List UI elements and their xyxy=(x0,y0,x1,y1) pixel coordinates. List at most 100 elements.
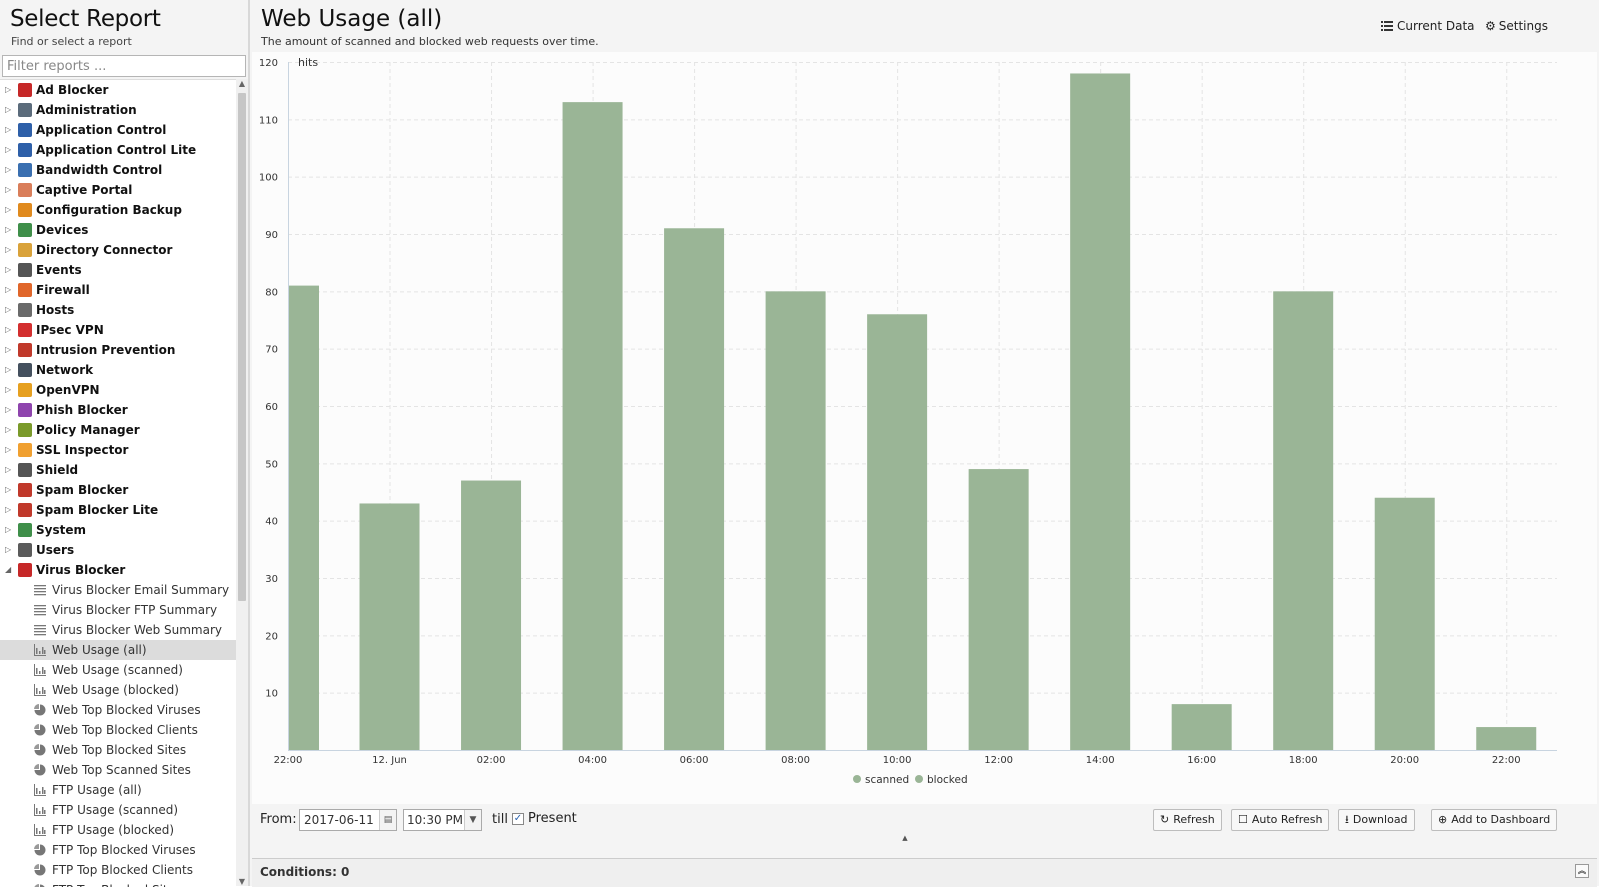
tree-item-phish-blocker[interactable]: ▷ Phish Blocker xyxy=(0,400,236,420)
tree-item-ftp-top-blocked-viruses[interactable]: FTP Top Blocked Viruses xyxy=(0,840,236,860)
tree-item-web-usage-blocked[interactable]: Web Usage (blocked) xyxy=(0,680,236,700)
tree-item-intrusion-prevention[interactable]: ▷ Intrusion Prevention xyxy=(0,340,236,360)
scroll-down-icon[interactable]: ▼ xyxy=(238,877,246,886)
auto-refresh-button[interactable]: ☐ Auto Refresh xyxy=(1231,809,1330,831)
expand-arrow-icon[interactable]: ▷ xyxy=(5,405,12,414)
tree-item-openvpn[interactable]: ▷ OpenVPN xyxy=(0,380,236,400)
expand-arrow-icon[interactable]: ▷ xyxy=(5,345,12,354)
expand-arrow-icon[interactable]: ▷ xyxy=(5,445,12,454)
tree-item-users[interactable]: ▷ Users xyxy=(0,540,236,560)
expand-arrow-icon[interactable]: ▷ xyxy=(5,125,12,134)
present-checkbox[interactable]: ✓ xyxy=(512,813,524,825)
scroll-up-icon[interactable]: ▲ xyxy=(238,79,246,88)
tree-item-directory-connector[interactable]: ▷ Directory Connector xyxy=(0,240,236,260)
expand-arrow-icon[interactable]: ▷ xyxy=(5,505,12,514)
tree-item-virus-blocker[interactable]: ◢ Virus Blocker xyxy=(0,560,236,580)
tree-item-virus-blocker-web-summary[interactable]: Virus Blocker Web Summary xyxy=(0,620,236,640)
legend-label-scanned[interactable]: scanned xyxy=(865,774,909,786)
expand-arrow-icon[interactable]: ▷ xyxy=(5,105,12,114)
expand-arrow-icon[interactable]: ▷ xyxy=(5,85,12,94)
filter-reports-input[interactable] xyxy=(2,55,246,77)
tree-item-virus-blocker-ftp-summary[interactable]: Virus Blocker FTP Summary xyxy=(0,600,236,620)
tree-item-web-top-blocked-viruses[interactable]: Web Top Blocked Viruses xyxy=(0,700,236,720)
expand-arrow-icon[interactable]: ▷ xyxy=(5,165,12,174)
tree-item-ad-blocker[interactable]: ▷ Ad Blocker xyxy=(0,80,236,100)
expand-arrow-icon[interactable]: ▷ xyxy=(5,485,12,494)
tree-item-web-top-scanned-sites[interactable]: Web Top Scanned Sites xyxy=(0,760,236,780)
tree-item-web-usage-scanned[interactable]: Web Usage (scanned) xyxy=(0,660,236,680)
bar-scanned[interactable] xyxy=(1374,497,1435,750)
bar-scanned[interactable] xyxy=(867,314,928,750)
tree-item-bandwidth-control[interactable]: ▷ Bandwidth Control xyxy=(0,160,236,180)
current-data-button[interactable]: Current Data xyxy=(1381,19,1475,33)
tree-item-network[interactable]: ▷ Network xyxy=(0,360,236,380)
legend-marker-scanned[interactable] xyxy=(853,775,861,783)
collapse-arrow-icon[interactable]: ◢ xyxy=(5,565,12,574)
expand-arrow-icon[interactable]: ▷ xyxy=(5,225,12,234)
tree-item-ftp-usage-blocked[interactable]: FTP Usage (blocked) xyxy=(0,820,236,840)
expand-arrow-icon[interactable]: ▷ xyxy=(5,185,12,194)
bar-scanned[interactable] xyxy=(664,228,725,750)
expand-arrow-icon[interactable]: ▷ xyxy=(5,265,12,274)
bar-scanned[interactable] xyxy=(765,291,826,750)
expand-arrow-icon[interactable]: ▷ xyxy=(5,465,12,474)
expand-arrow-icon[interactable]: ▷ xyxy=(5,545,12,554)
expand-arrow-icon[interactable]: ▷ xyxy=(5,205,12,214)
bar-scanned[interactable] xyxy=(1070,73,1131,750)
tree-item-shield[interactable]: ▷ Shield xyxy=(0,460,236,480)
bar-scanned[interactable] xyxy=(1171,704,1232,750)
scrollbar-thumb[interactable] xyxy=(238,93,246,601)
tree-item-captive-portal[interactable]: ▷ Captive Portal xyxy=(0,180,236,200)
tree-item-ftp-usage-all[interactable]: FTP Usage (all) xyxy=(0,780,236,800)
expand-arrow-icon[interactable]: ▷ xyxy=(5,425,12,434)
tree-scrollbar[interactable]: ▲ ▼ xyxy=(236,79,248,886)
tree-item-ipsec-vpn[interactable]: ▷ IPsec VPN xyxy=(0,320,236,340)
tree-item-web-top-blocked-sites[interactable]: Web Top Blocked Sites xyxy=(0,740,236,760)
tree-item-application-control[interactable]: ▷ Application Control xyxy=(0,120,236,140)
refresh-button[interactable]: ↻ Refresh xyxy=(1153,809,1222,831)
tree-item-ftp-usage-scanned[interactable]: FTP Usage (scanned) xyxy=(0,800,236,820)
tree-item-policy-manager[interactable]: ▷ Policy Manager xyxy=(0,420,236,440)
expand-arrow-icon[interactable]: ▷ xyxy=(5,385,12,394)
settings-button[interactable]: ⚙ Settings xyxy=(1485,19,1548,33)
from-date-field[interactable]: 2017-06-11 ▤ xyxy=(299,809,397,831)
bar-scanned[interactable] xyxy=(1476,727,1537,750)
chevron-down-icon[interactable]: ▼ xyxy=(464,810,481,830)
expand-arrow-icon[interactable]: ▷ xyxy=(5,145,12,154)
bar-scanned[interactable] xyxy=(562,102,623,751)
expand-arrow-icon[interactable]: ▷ xyxy=(5,325,12,334)
expand-arrow-icon[interactable]: ▷ xyxy=(5,245,12,254)
tree-item-spam-blocker[interactable]: ▷ Spam Blocker xyxy=(0,480,236,500)
tree-item-configuration-backup[interactable]: ▷ Configuration Backup xyxy=(0,200,236,220)
from-time-select[interactable]: 10:30 PM ▼ xyxy=(403,809,482,831)
tree-item-virus-blocker-email-summary[interactable]: Virus Blocker Email Summary xyxy=(0,580,236,600)
bar-scanned[interactable] xyxy=(1273,291,1334,750)
expand-arrow-icon[interactable]: ▷ xyxy=(5,305,12,314)
tree-item-system[interactable]: ▷ System xyxy=(0,520,236,540)
splitter-handle[interactable]: ▲ xyxy=(902,834,908,842)
tree-item-ftp-top-blocked-clients[interactable]: FTP Top Blocked Clients xyxy=(0,860,236,880)
expand-arrow-icon[interactable]: ▷ xyxy=(5,525,12,534)
bar-scanned[interactable] xyxy=(359,503,420,750)
expand-arrow-icon[interactable]: ▷ xyxy=(5,285,12,294)
add-to-dashboard-button[interactable]: ⊕ Add to Dashboard xyxy=(1431,809,1558,831)
tree-item-hosts[interactable]: ▷ Hosts xyxy=(0,300,236,320)
expand-conditions-icon[interactable]: ︽ xyxy=(1575,864,1589,878)
calendar-icon[interactable]: ▤ xyxy=(379,810,396,830)
tree-item-events[interactable]: ▷ Events xyxy=(0,260,236,280)
bar-scanned[interactable] xyxy=(968,469,1029,750)
tree-item-application-control-lite[interactable]: ▷ Application Control Lite xyxy=(0,140,236,160)
expand-arrow-icon[interactable]: ▷ xyxy=(5,365,12,374)
tree-item-administration[interactable]: ▷ Administration xyxy=(0,100,236,120)
tree-item-web-usage-all[interactable]: Web Usage (all) xyxy=(0,640,236,660)
tree-item-ssl-inspector[interactable]: ▷ SSL Inspector xyxy=(0,440,236,460)
legend-marker-blocked[interactable] xyxy=(915,775,923,783)
tree-item-spam-blocker-lite[interactable]: ▷ Spam Blocker Lite xyxy=(0,500,236,520)
tree-item-firewall[interactable]: ▷ Firewall xyxy=(0,280,236,300)
tree-item-devices[interactable]: ▷ Devices xyxy=(0,220,236,240)
tree-item-web-top-blocked-clients[interactable]: Web Top Blocked Clients xyxy=(0,720,236,740)
download-button[interactable]: ⭳ Download xyxy=(1338,809,1415,831)
conditions-bar[interactable]: Conditions: 0 ︽ xyxy=(252,858,1597,887)
legend-label-blocked[interactable]: blocked xyxy=(927,774,968,786)
bar-scanned[interactable] xyxy=(461,480,522,750)
